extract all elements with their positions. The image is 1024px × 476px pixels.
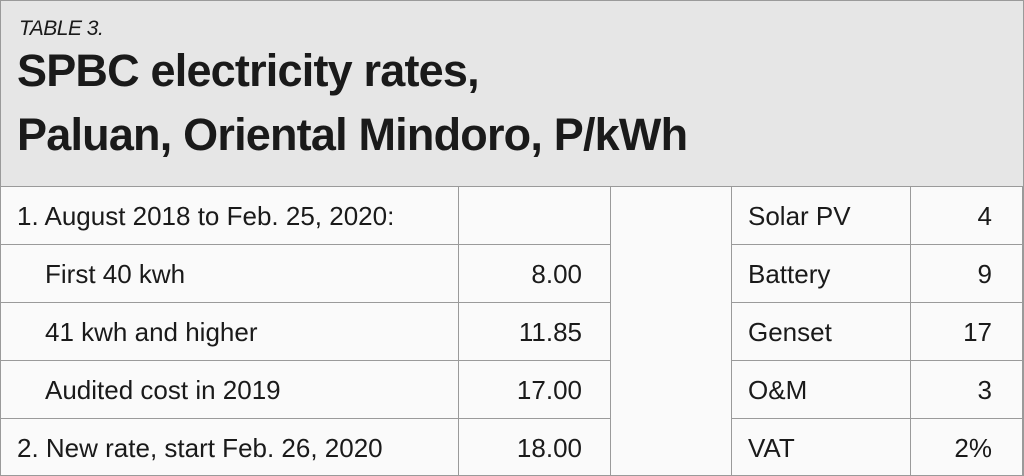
title-line: SPBC electricity rates, xyxy=(17,45,480,96)
component-label: Solar PV xyxy=(732,187,911,245)
row-label: 1. August 2018 to Feb. 25, 2020: xyxy=(1,187,459,245)
component-value: 3 xyxy=(911,361,1023,419)
row-label: First 40 kwh xyxy=(1,245,459,303)
row-value: 8.00 xyxy=(459,245,611,303)
row-value: 17.00 xyxy=(459,361,611,419)
row-value: 11.85 xyxy=(459,303,611,361)
column-gap xyxy=(611,187,732,475)
title-line: Paluan, Oriental Mindoro, P/kWh xyxy=(17,109,688,160)
header: TABLE 3. SPBC electricity rates, Paluan,… xyxy=(1,1,1023,187)
component-label: O&M xyxy=(732,361,911,419)
row-label: 41 kwh and higher xyxy=(1,303,459,361)
row-value xyxy=(459,187,611,245)
component-value: 4 xyxy=(911,187,1023,245)
component-label: Genset xyxy=(732,303,911,361)
row-label: Audited cost in 2019 xyxy=(1,361,459,419)
table-label: TABLE 3. xyxy=(19,17,104,40)
row-value: 18.00 xyxy=(459,419,611,475)
component-value: 2% xyxy=(911,419,1023,475)
component-value: 17 xyxy=(911,303,1023,361)
row-label: 2. New rate, start Feb. 26, 2020 xyxy=(1,419,459,475)
component-value: 9 xyxy=(911,245,1023,303)
component-label: Battery xyxy=(732,245,911,303)
component-label: VAT xyxy=(732,419,911,475)
